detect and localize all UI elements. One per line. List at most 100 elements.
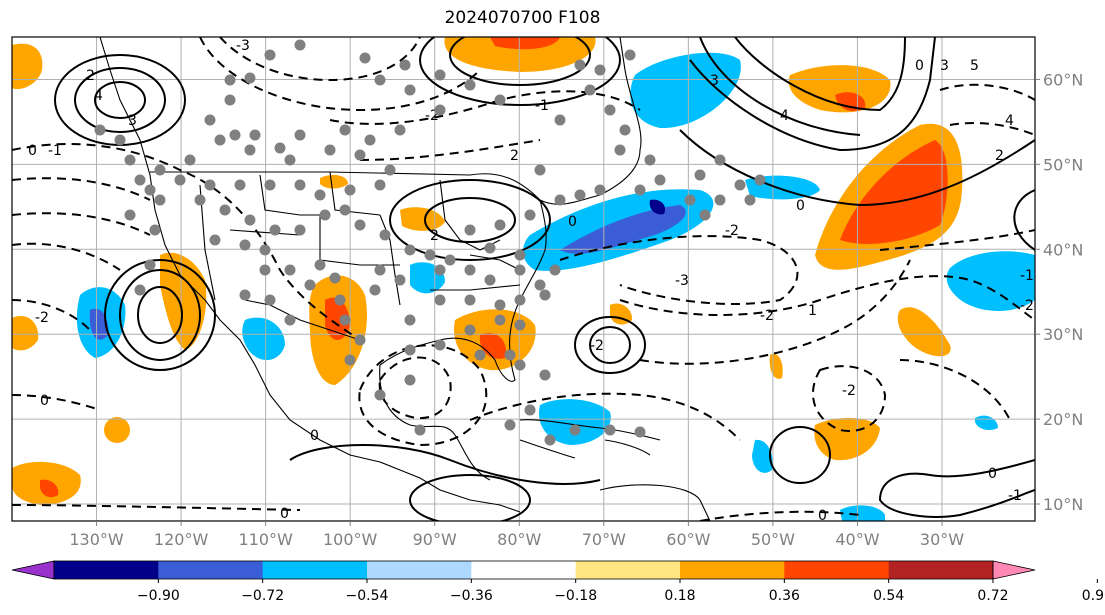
contour-label: 3 (710, 73, 719, 89)
colorbar-frame (53, 560, 994, 580)
contour-label: -2 (725, 223, 739, 239)
significance-dot (514, 249, 526, 261)
significance-dot (314, 189, 326, 201)
colorbar-segment (367, 561, 472, 579)
significance-dot (124, 209, 136, 221)
significance-dot (264, 49, 276, 61)
significance-dot (229, 129, 241, 141)
colorbar-segment (680, 561, 785, 579)
significance-dot (614, 144, 626, 156)
significance-dot (214, 134, 226, 146)
significance-dot (594, 64, 606, 76)
significance-dot (714, 194, 726, 206)
contour-label: 3 (940, 58, 949, 74)
lat-tick-label: 40°N (1043, 240, 1083, 259)
significance-dot (404, 344, 416, 356)
significance-dot (394, 124, 406, 136)
lon-tick-label: 60°W (666, 530, 710, 549)
significance-dot (204, 179, 216, 191)
contour-label: 2 (510, 148, 519, 164)
significance-dot (574, 189, 586, 201)
contour-label: 4 (1005, 113, 1014, 129)
significance-dot (644, 154, 656, 166)
significance-dot (354, 149, 366, 161)
significance-dot (754, 174, 766, 186)
significance-dot (224, 94, 236, 106)
contour-label: -1 (1020, 268, 1034, 284)
significance-dot (244, 72, 256, 84)
colorbar: −0.90 −0.72 −0.54 −0.36 −0.18 0.18 0.36 0.54 0.7… (11, 560, 1105, 604)
significance-dot (294, 129, 306, 141)
colorbar-segment (888, 561, 994, 579)
contour-label: 2 (995, 148, 1004, 164)
significance-dot (354, 334, 366, 346)
significance-dot (534, 279, 546, 291)
contours-dashed (12, 37, 1035, 521)
significance-dot (604, 424, 616, 436)
significance-dot (604, 104, 616, 116)
map-content: -3 2 4 3 0 -1 3 4 5 4 2 0 -2 -3 -2 1 -1 … (12, 37, 1035, 521)
significance-dot (464, 264, 476, 276)
significance-dot (384, 164, 396, 176)
significance-dot (234, 179, 246, 191)
significance-dot (434, 264, 446, 276)
lon-tick-label: 80°W (497, 530, 541, 549)
significance-dot (524, 209, 536, 221)
lat-tick-label: 10°N (1043, 495, 1083, 514)
significance-dot (594, 184, 606, 196)
significance-dot (394, 274, 406, 286)
significance-dot (269, 224, 281, 236)
lon-tick-label: 110°W (238, 530, 293, 549)
significance-dot (284, 314, 296, 326)
significance-dot (714, 154, 726, 166)
significance-dot (339, 124, 351, 136)
significance-dot (524, 404, 536, 416)
significance-dot (124, 154, 136, 166)
significance-dot (219, 204, 231, 216)
contour-label: -3 (675, 273, 689, 289)
significance-dot (339, 204, 351, 216)
significance-dot (239, 289, 251, 301)
colorbar-tick-label: −0.36 (450, 588, 493, 604)
significance-dot (544, 434, 556, 446)
colorbar-tick-label: −0.90 (137, 588, 180, 604)
significance-dot (249, 129, 261, 141)
significance-dot (694, 169, 706, 181)
significance-dot (294, 39, 306, 51)
significance-dots (94, 39, 766, 446)
contour-label: -2 (760, 308, 774, 324)
contour-label: 0 (28, 143, 37, 159)
contour-label: 0 (915, 58, 924, 74)
contour-label: 4 (780, 108, 789, 124)
colorbar-tick-label: −0.54 (346, 588, 389, 604)
significance-dot (554, 114, 566, 126)
significance-dot (369, 284, 381, 296)
significance-dot (244, 214, 256, 226)
significance-dot (204, 114, 216, 126)
contour-label: 0 (568, 214, 577, 230)
significance-dot (549, 264, 561, 276)
longitude-ticks: 130°W 120°W 110°W 100°W 90°W 80°W 70°W 60°W 50°W… (69, 521, 964, 549)
contour-label: 0 (988, 466, 997, 482)
contour-label: -2 (842, 383, 856, 399)
significance-dot (619, 124, 631, 136)
significance-dot (224, 74, 236, 86)
significance-dot (654, 174, 666, 186)
significance-dot (699, 209, 711, 221)
significance-dot (514, 359, 526, 371)
colorbar-segment (471, 561, 577, 579)
significance-dot (329, 272, 341, 284)
significance-dot (554, 194, 566, 206)
significance-dot (319, 209, 331, 221)
significance-dot (584, 84, 596, 96)
significance-dot (294, 179, 306, 191)
colorbar-tick-label: 0.36 (769, 588, 800, 604)
significance-dot (434, 339, 446, 351)
significance-dot (464, 294, 476, 306)
significance-dot (494, 219, 506, 231)
contour-label: 0 (310, 428, 319, 444)
contour-labels: -3 2 4 3 0 -1 3 4 5 4 2 0 -2 -3 -2 1 -1 … (28, 38, 1034, 521)
colorbar-tick-label: 0.72 (977, 588, 1008, 604)
significance-dot (684, 194, 696, 206)
significance-dot (324, 144, 336, 156)
